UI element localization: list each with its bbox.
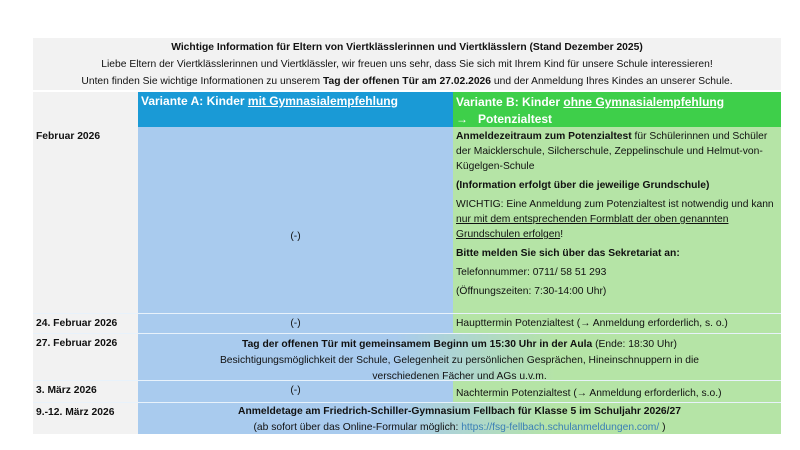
text: ! [560, 229, 564, 240]
phone-number: Telefonnummer: 0711/ 58 51 293 [456, 267, 607, 278]
row-b-cell: Haupttermin Potenzialtest (→ Anmeldung e… [453, 313, 781, 333]
intro-line2: Unten finden Sie wichtige Informationen … [33, 73, 781, 90]
row-a-cell: (-) [138, 380, 453, 402]
opening-hours: (Öffnungszeiten: 7:30-14:00 Uhr) [456, 286, 607, 297]
row-a-cell: (-) [138, 313, 453, 333]
important-note: WICHTIG: Eine Anmeldung zum Potenzialtes… [456, 197, 778, 242]
contact-heading: Bitte melden Sie sich über das Sekretari… [456, 248, 680, 259]
text: (Ende: 18:30 Uhr) [592, 339, 677, 350]
row-date: 9.-12. März 2026 [33, 402, 138, 434]
text: Tag der offenen Tür mit gemeinsamem Begi… [242, 339, 593, 350]
row-date: 27. Februar 2026 [33, 333, 138, 380]
registration-link[interactable]: https://fsg-fellbach.schulanmeldungen.co… [461, 422, 660, 433]
text: für Schülerinnen und Schüler der Maickle… [456, 131, 768, 172]
row-date: 3. März 2026 [33, 380, 138, 402]
arrow-right-icon: → [456, 112, 468, 126]
text: Variante B: Kinder [456, 95, 564, 109]
registration-days-cell: Anmeldetage am Friedrich-Schiller-Gymnas… [138, 402, 781, 434]
text: Unten finden Sie wichtige Informationen … [81, 76, 323, 87]
intro-title: Wichtige Information für Eltern von Vier… [171, 42, 643, 53]
text: Variante A: Kinder [141, 94, 248, 108]
text: Anmeldetage am Friedrich-Schiller-Gymnas… [238, 406, 681, 417]
header-variant-b: Variante B: Kinder ohne Gymnasialempfehl… [453, 92, 781, 127]
header-empty-cell [33, 92, 138, 127]
text: ohne Gymnasialempfehlung [563, 95, 725, 109]
registration-period: Anmeldezeitraum zum Potenzialtest für Sc… [456, 129, 778, 174]
text: und der Anmeldung Ihres Kindes an unsere… [491, 76, 733, 87]
text: mit Gymnasialempfehlung [247, 94, 398, 108]
header-variant-a: Variante A: Kinder mit Gymnasialempfehlu… [138, 92, 453, 127]
row-b-cell: Anmeldezeitraum zum Potenzialtest für Sc… [453, 127, 781, 313]
intro-line1: Liebe Eltern der Viertklässlerinnen und … [101, 59, 713, 70]
intro-box: Wichtige Information für Eltern von Vier… [33, 38, 781, 90]
text: Potenzialtest [478, 112, 553, 126]
text: nur mit dem entsprechenden Formblatt der… [456, 214, 729, 225]
info-note: (Information erfolgt über die jeweilige … [456, 180, 710, 191]
text: (ab sofort über das Online-Formular mögl… [253, 422, 462, 433]
open-day-cell: Tag der offenen Tür mit gemeinsamem Begi… [138, 333, 781, 382]
row-a-cell: (-) [138, 127, 453, 313]
text: ) [659, 422, 666, 433]
text: WICHTIG: Eine Anmeldung zum Potenzialtes… [456, 199, 774, 210]
text: Anmeldezeitraum zum Potenzialtest [456, 131, 632, 142]
text: Grundschulen erfolgen [456, 229, 561, 240]
open-day-date: Tag der offenen Tür am 27.02.2026 [322, 76, 492, 87]
text: Besichtigungsmöglichkeit der Schule, Gel… [219, 355, 700, 382]
row-date: Februar 2026 [33, 127, 138, 313]
row-b-cell: Nachtermin Potenzialtest (→ Anmeldung er… [453, 380, 781, 402]
row-date: 24. Februar 2026 [33, 313, 138, 333]
